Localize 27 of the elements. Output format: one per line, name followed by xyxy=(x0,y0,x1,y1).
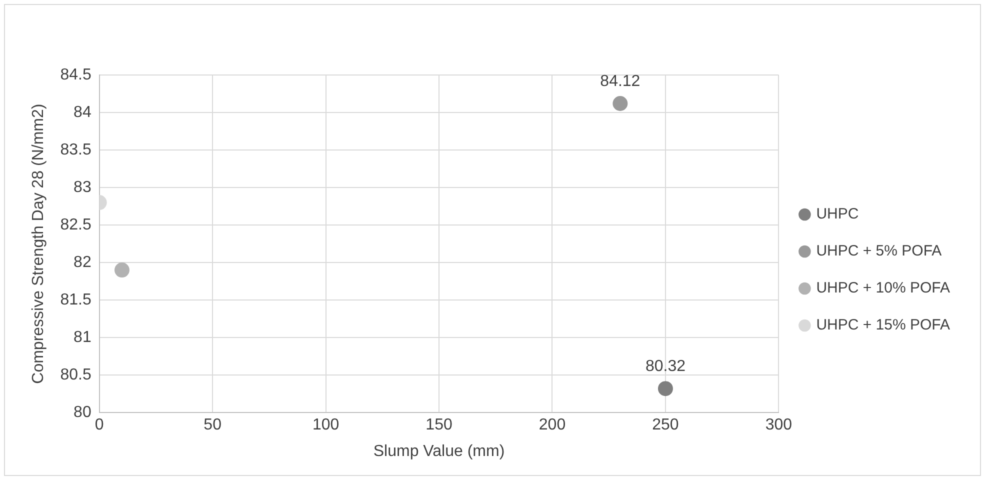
data-label: 80.32 xyxy=(645,358,686,375)
y-tick-label: 80 xyxy=(74,404,92,422)
data-label: 84.12 xyxy=(600,72,640,90)
x-tick-label: 300 xyxy=(765,416,792,434)
y-tick-label: 83.5 xyxy=(60,141,92,158)
x-tick-label: 250 xyxy=(652,416,679,434)
x-tick-label: 100 xyxy=(312,416,340,434)
point xyxy=(612,96,628,112)
x-tick-label: 200 xyxy=(538,416,566,434)
y-axis-title: Compressive Strength Day 28 (N/mm2) xyxy=(30,104,48,384)
x-tick-label: 0 xyxy=(94,416,104,434)
y-tick-label: 84.5 xyxy=(60,66,92,84)
legend-label: UHPC xyxy=(816,206,859,223)
y-tick-label: 84 xyxy=(74,104,92,121)
y-tick-label: 82.5 xyxy=(60,216,92,234)
legend-label: UHPC + 5% POFA xyxy=(816,242,942,260)
y-tick-label: 82 xyxy=(74,254,92,271)
x-tick-label: 150 xyxy=(426,416,452,434)
legend-label: UHPC + 15% POFA xyxy=(816,316,950,334)
x-axis-title: Slump Value (mm) xyxy=(373,442,505,460)
y-tick-label: 83 xyxy=(74,178,92,196)
x-tick-label: 50 xyxy=(204,416,222,434)
y-tick-label: 81.5 xyxy=(60,291,92,308)
y-tick-label: 81 xyxy=(74,328,92,346)
point xyxy=(658,381,673,396)
legend-label: UHPC + 10% POFA xyxy=(816,280,950,297)
y-tick-label: 80.5 xyxy=(60,366,92,384)
